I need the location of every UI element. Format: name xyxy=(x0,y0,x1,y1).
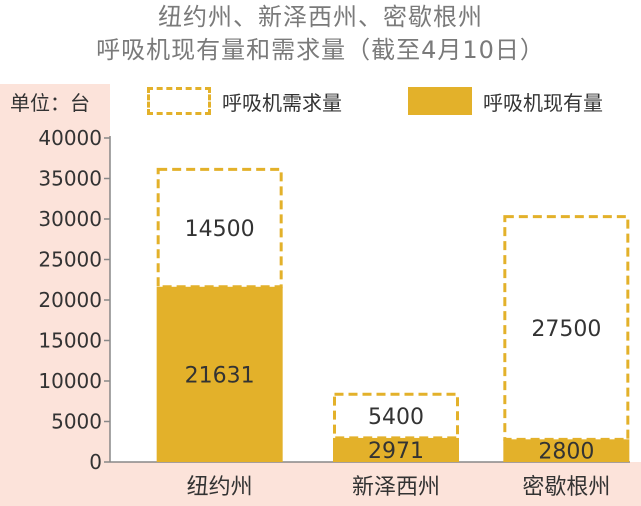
bar-demand xyxy=(156,167,283,289)
data-label-current: 21631 xyxy=(185,363,255,388)
unit-label: 单位：台 xyxy=(10,91,90,115)
y-tick-label: 15000 xyxy=(38,329,102,353)
legend-label-demand: 呼吸机需求量 xyxy=(222,91,342,115)
y-tick-label: 35000 xyxy=(38,167,102,191)
data-label-current: 2800 xyxy=(538,440,594,465)
data-label-current: 2971 xyxy=(368,439,424,464)
y-tick-label: 10000 xyxy=(38,369,102,393)
legend-swatch-current xyxy=(408,87,472,115)
y-tick-label: 25000 xyxy=(38,248,102,272)
bar-current xyxy=(333,437,459,462)
chart-title-line-1: 纽约州、新泽西州、密歇根州 xyxy=(158,3,483,31)
bar-demand xyxy=(333,392,459,440)
legend-swatch-demand xyxy=(147,87,211,115)
y-tick-label: 20000 xyxy=(38,288,102,312)
y-tick-label: 0 xyxy=(89,450,102,474)
y-tick-label: 40000 xyxy=(38,126,102,150)
bottom-panel-background xyxy=(110,462,641,506)
legend-label-current: 呼吸机现有量 xyxy=(483,91,603,115)
x-category-label: 密歇根州 xyxy=(522,475,610,500)
chart-title-line-2: 呼吸机现有量和需求量（截至4月10日） xyxy=(96,36,545,64)
bar-current xyxy=(156,286,283,462)
data-label-demand: 27500 xyxy=(531,317,601,342)
data-label-demand: 14500 xyxy=(185,217,255,242)
x-category-label: 纽约州 xyxy=(187,475,253,500)
left-panel-background xyxy=(0,84,110,506)
x-category-label: 新泽西州 xyxy=(352,475,440,500)
y-tick-label: 30000 xyxy=(38,207,102,231)
y-tick-label: 5000 xyxy=(51,410,102,434)
bar-current xyxy=(503,439,630,462)
data-label-demand: 5400 xyxy=(368,405,424,430)
bar-demand xyxy=(503,215,630,441)
